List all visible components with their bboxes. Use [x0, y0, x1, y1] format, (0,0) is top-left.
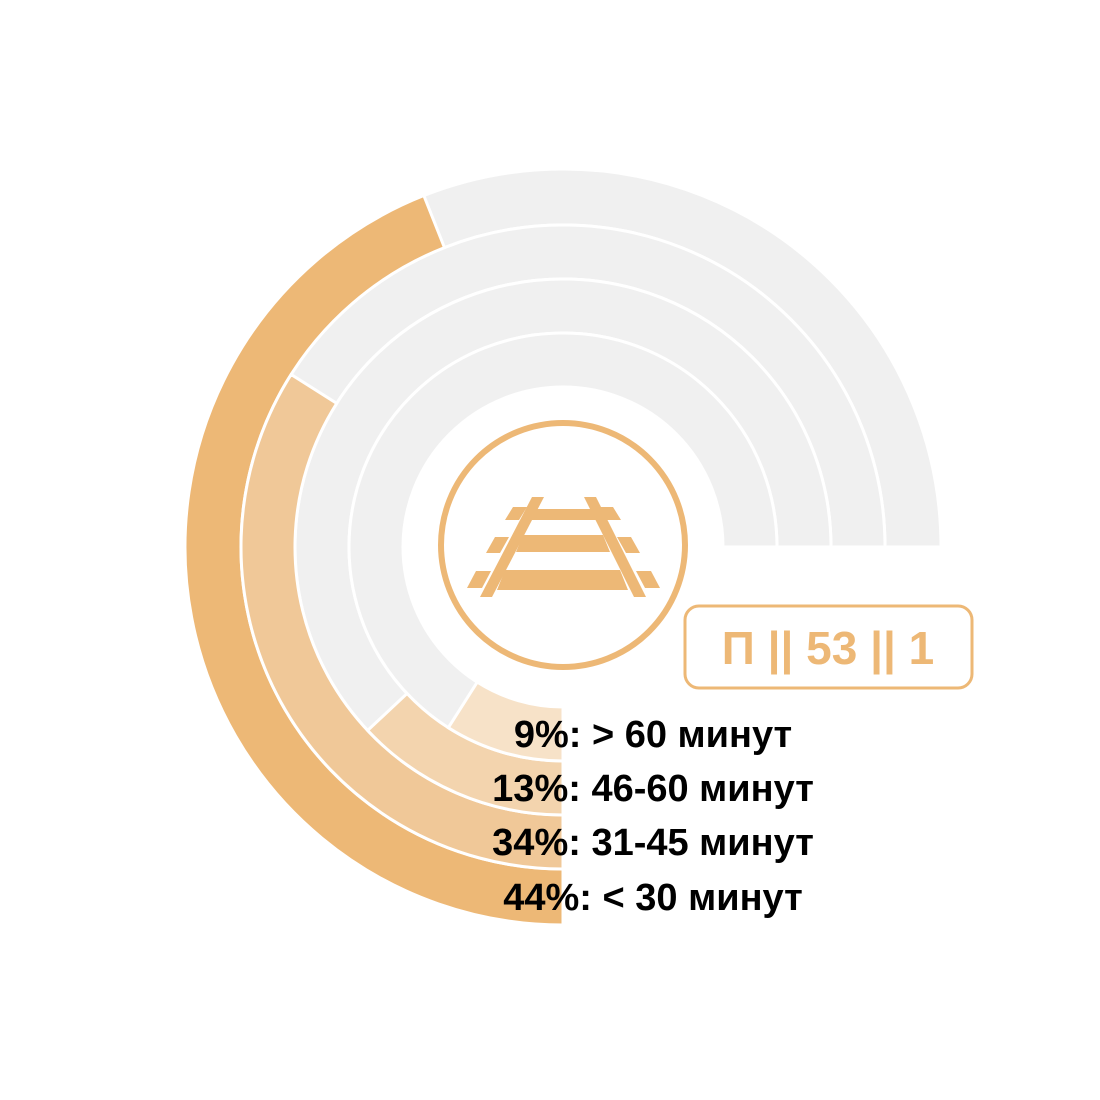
ring-label-1: 44%: < 30 минут	[503, 877, 802, 919]
ring-label-3: 13%: 46-60 минут	[492, 768, 814, 810]
railway-track-icon	[438, 420, 688, 670]
ring-label-2: 34%: 31-45 минут	[492, 822, 814, 864]
ring-track-4	[347, 331, 779, 763]
ring-labels: 44%: < 30 минут 34%: 31-45 минут 13%: 46-6…	[492, 714, 814, 919]
route-badge: П || 53 || 1	[683, 604, 974, 690]
ring-value-arcs	[183, 193, 565, 927]
route-badge-text: П || 53 || 1	[722, 622, 934, 674]
ring-label-4: 9%: > 60 минут	[514, 714, 792, 756]
ring-arc-4	[446, 680, 565, 763]
